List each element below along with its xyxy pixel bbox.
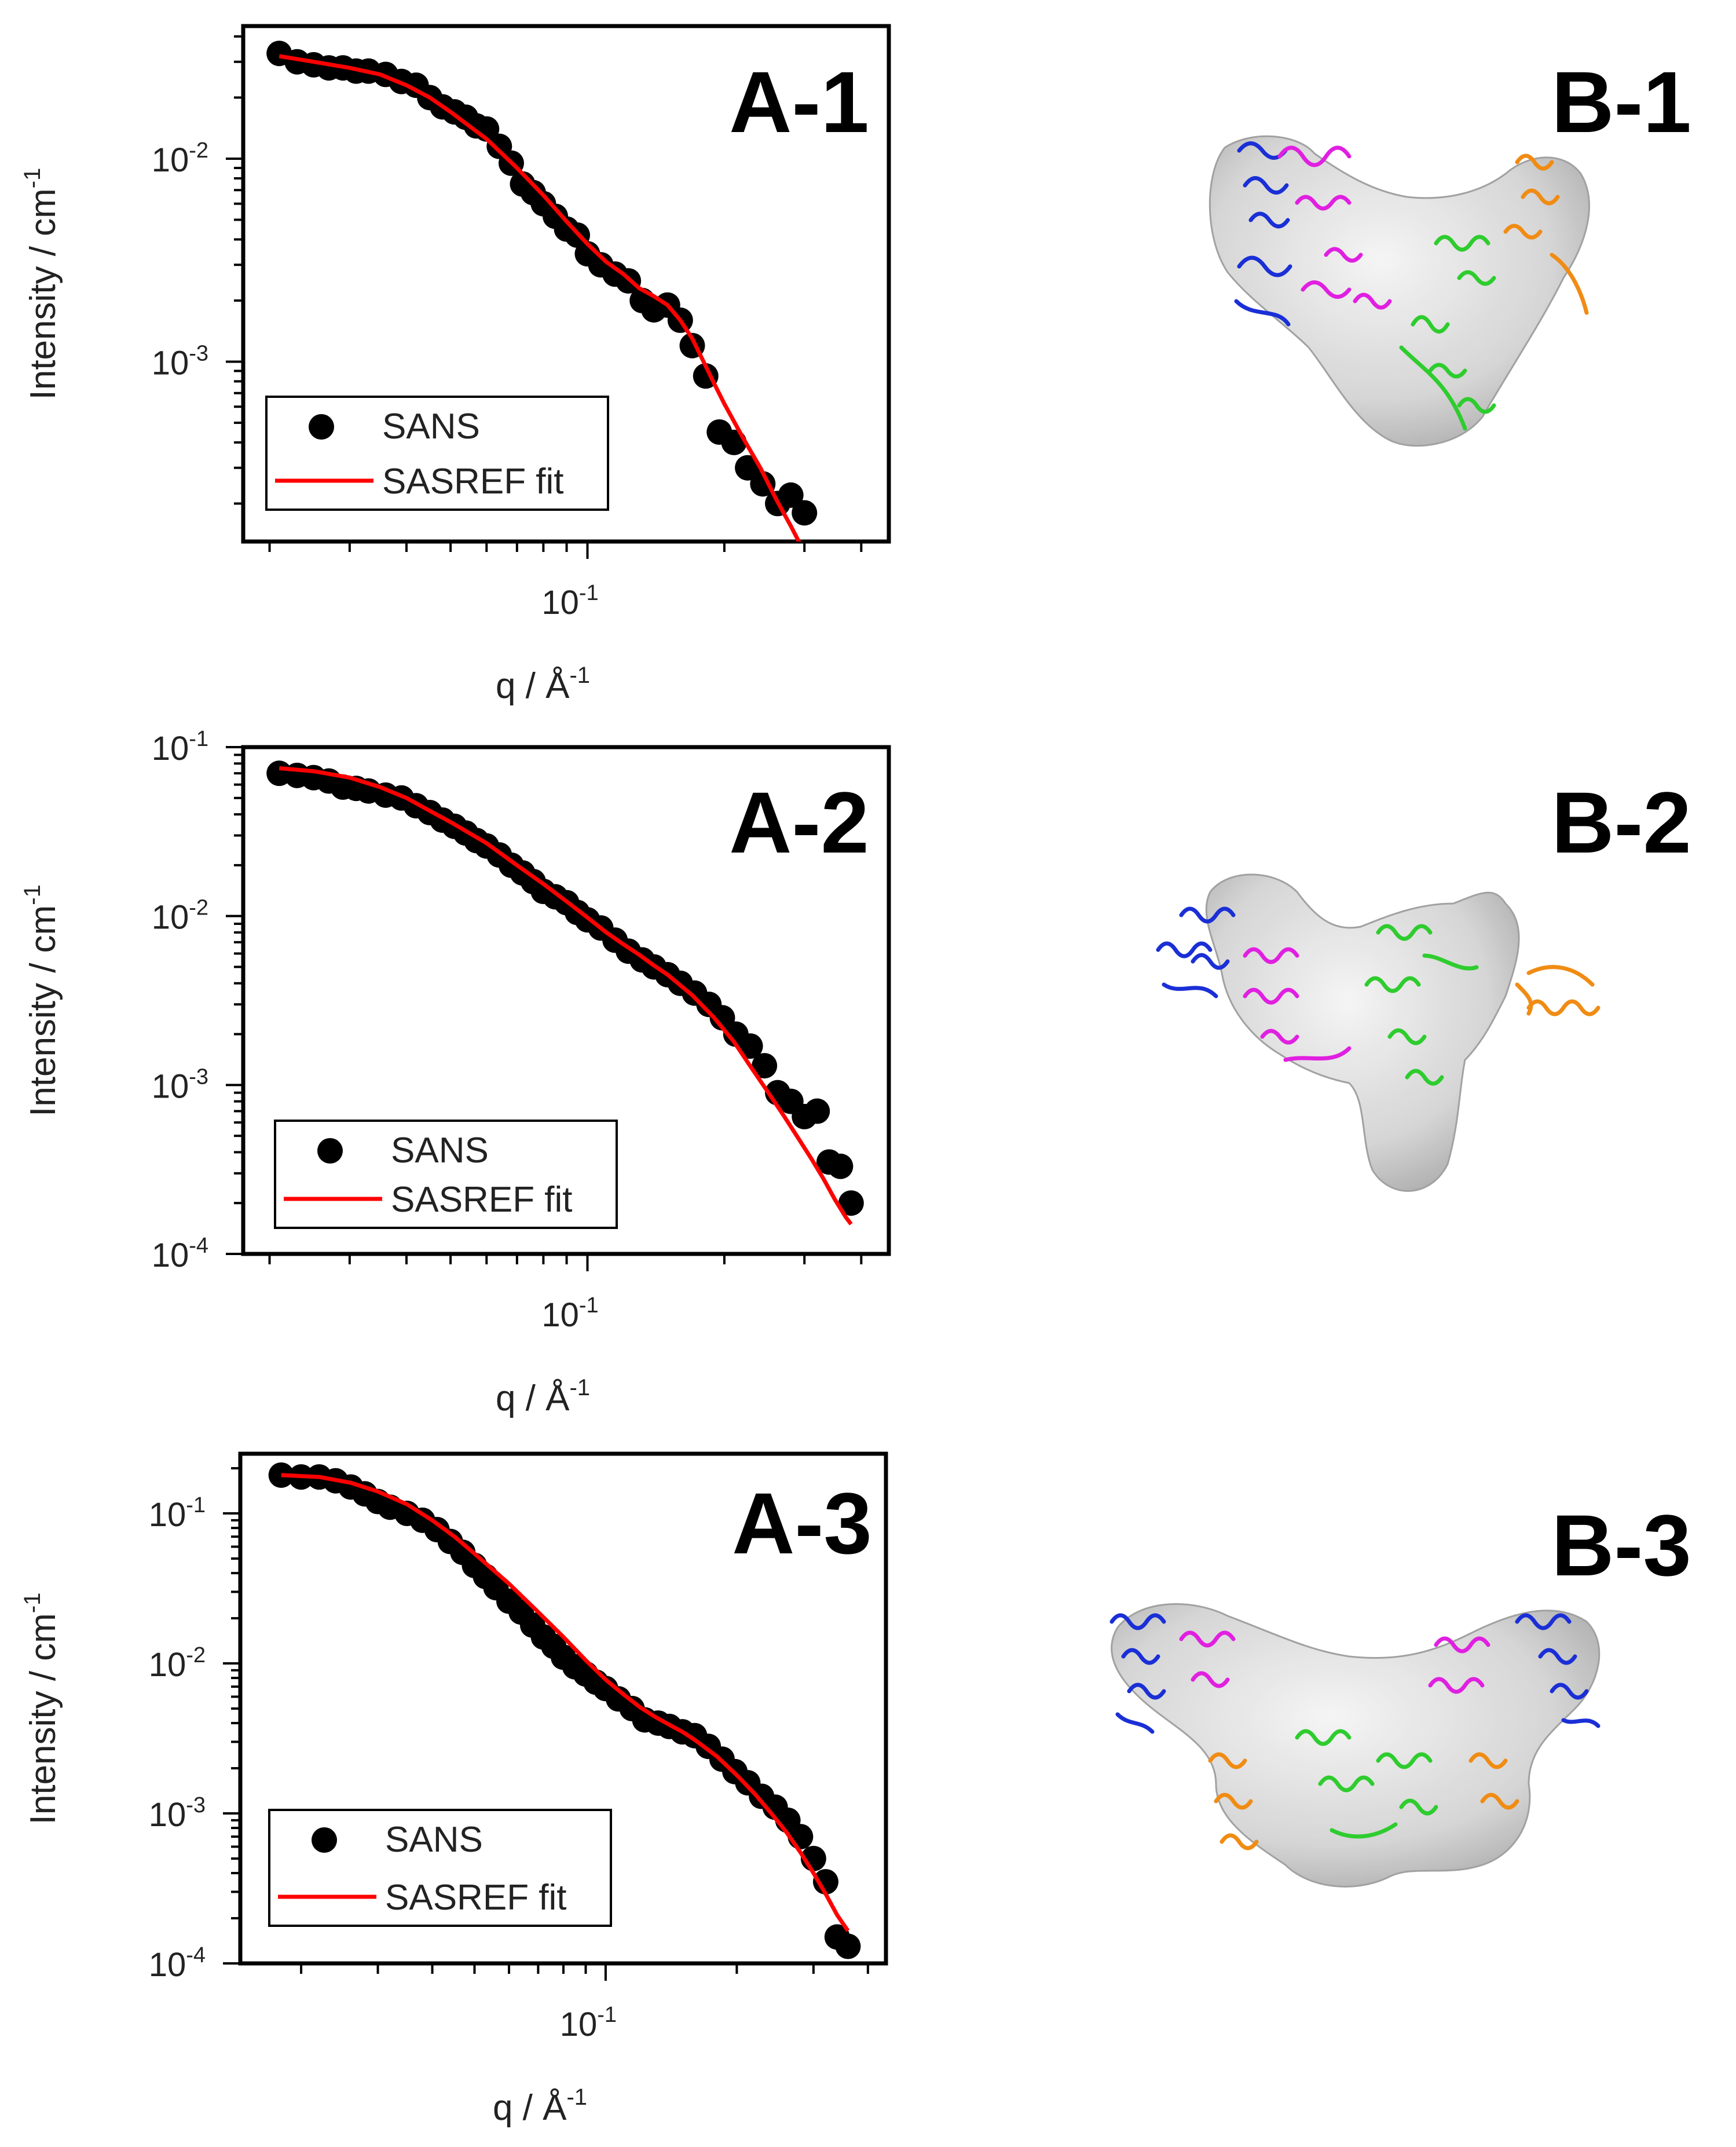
fit-line-sasref (279, 54, 801, 542)
x-tick-label: 10-1 (541, 581, 598, 621)
legend-label-fit: SASREF fit (382, 462, 564, 502)
x-axis-label: q / Å-1 (496, 1375, 590, 1418)
helix-orange-b3 (1208, 1752, 1519, 1850)
panel-label-b2: B-2 (1551, 774, 1691, 871)
panel-label-b3: B-3 (1551, 1497, 1691, 1594)
helix-orange-b1 (1503, 153, 1589, 315)
data-point-sans (812, 1869, 838, 1895)
helix-magenta-b3 (1179, 1630, 1490, 1694)
helix-blue-b1 (1234, 141, 1292, 327)
helix-orange-b2 (1515, 965, 1601, 1016)
y-axis-label: Intensity / cm-1 (20, 884, 63, 1117)
panel-label-a3: A-3 (732, 1475, 872, 1572)
y-tick-label: 10-4 (152, 1234, 208, 1274)
legend-label-sans: SANS (385, 1820, 483, 1860)
chart-a2: 10-1 10-2 10-3 10-4 10-1 q / Å-1 Intensity / c… (20, 727, 891, 1418)
x-tick-label: 10-1 (560, 2003, 617, 2043)
protein-structure-b3 (1109, 1603, 1601, 1888)
plot-area (268, 1462, 861, 1959)
x-tick-label: 10-1 (541, 1293, 598, 1334)
y-tick-label: 10-3 (152, 341, 208, 382)
data-point-sans (750, 471, 776, 497)
data-point-sans (778, 482, 804, 508)
data-point-sans (792, 500, 818, 526)
plot-area (266, 760, 864, 1226)
plot-area (266, 41, 818, 542)
legend-marker-sans (317, 1138, 343, 1164)
x-axis-label: q / Å-1 (493, 2084, 587, 2128)
y-tick-label: 10-3 (152, 1065, 208, 1105)
helix-magenta-b1 (1277, 145, 1392, 310)
helix-green-b2 (1364, 924, 1479, 1086)
data-point-sans (737, 1033, 763, 1059)
panel-label-b1: B-1 (1551, 53, 1691, 151)
x-axis-label: q / Å-1 (496, 663, 590, 706)
legend-label-fit: SASREF fit (391, 1180, 573, 1220)
legend-label-sans: SANS (382, 407, 480, 447)
y-tick-label: 10-1 (149, 1493, 206, 1534)
data-point-sans (735, 455, 761, 481)
y-tick-label: 10-2 (152, 896, 208, 937)
envelope-surface-b3 (1111, 1603, 1601, 1888)
y-tick-label: 10-2 (152, 138, 208, 179)
data-point-sans (827, 1153, 854, 1179)
fit-line-sasref (279, 766, 853, 1226)
panel-label-a1: A-1 (729, 53, 869, 151)
envelope-surface-b2 (1205, 873, 1520, 1192)
data-point-sans (804, 1098, 830, 1124)
protein-structure-b1 (1208, 135, 1590, 447)
panel-label-a2: A-2 (729, 774, 869, 871)
y-tick-label: 10-1 (152, 727, 208, 767)
legend-marker-sans (312, 1827, 337, 1853)
helix-green-b3 (1295, 1729, 1438, 1839)
helix-blue-b3-right (1515, 1613, 1601, 1728)
protein-structure-b2 (1156, 873, 1601, 1192)
envelope-surface-b1 (1208, 135, 1590, 447)
data-point-sans (752, 1053, 778, 1079)
data-point-sans (835, 1933, 861, 1959)
y-tick-label: 10-3 (149, 1793, 206, 1834)
fit-line-sasref (281, 1473, 850, 1932)
y-tick-label: 10-2 (149, 1643, 206, 1684)
legend-label-sans: SANS (391, 1131, 489, 1171)
chart-a1: 10-2 10-3 10-1 q / Å-1 Intensity / cm-1 SANS S… (20, 24, 891, 706)
chart-a3: 10-1 10-2 10-3 10-4 10-1 q / Å-1 Intensity / c… (20, 1451, 888, 2128)
y-axis-label: Intensity / cm-1 (20, 168, 63, 400)
data-point-sans (838, 1190, 864, 1216)
y-tick-label: 10-4 (149, 1943, 206, 1984)
helix-green-b1 (1399, 235, 1496, 431)
helix-blue-b3-left (1109, 1613, 1166, 1734)
legend-label-fit: SASREF fit (385, 1878, 567, 1918)
helix-blue-b2 (1156, 906, 1236, 998)
legend-marker-sans (309, 414, 334, 440)
helix-magenta-b2 (1243, 947, 1352, 1062)
y-axis-label: Intensity / cm-1 (20, 1593, 63, 1825)
